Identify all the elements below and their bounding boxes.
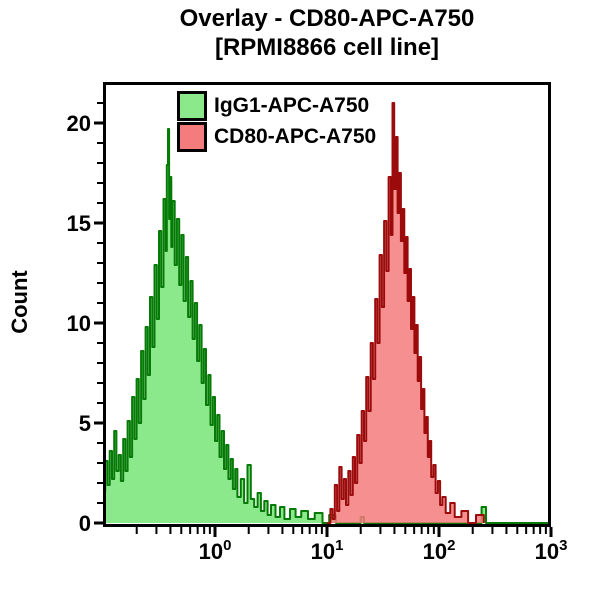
y-axis-title: Count <box>7 270 32 334</box>
x-axis-labels: 100 101 102 103 <box>199 537 568 564</box>
series-outline-1 <box>327 102 485 524</box>
chart-title: Overlay - CD80-APC-A750 [RPMI8866 cell l… <box>27 4 600 62</box>
y-axis-labels: 0 5 10 15 20 <box>67 111 91 536</box>
x-tick-label: 102 <box>423 537 456 564</box>
x-axis-ticks <box>135 527 553 537</box>
plot-frame <box>103 82 551 527</box>
chart-title-line2: [RPMI8866 cell line] <box>214 34 440 61</box>
legend-item-cd80: CD80-APC-A750 <box>177 122 376 152</box>
series-fill-0 <box>104 129 550 523</box>
x-tick-label: 103 <box>535 537 568 564</box>
legend-swatch-cd80-icon <box>177 122 207 152</box>
legend-item-igg1: IgG1-APC-A750 <box>177 91 376 121</box>
x-tick-label: 100 <box>199 537 232 564</box>
x-tick-label: 101 <box>311 537 344 564</box>
legend-swatch-igg1-icon <box>177 91 207 121</box>
histogram-series <box>104 102 550 524</box>
series-fill-1 <box>327 103 484 523</box>
legend: IgG1-APC-A750 CD80-APC-A750 <box>177 91 376 153</box>
y-tick-label: 10 <box>67 311 91 336</box>
series-outline-0 <box>104 128 550 524</box>
legend-label-cd80: CD80-APC-A750 <box>214 125 377 148</box>
y-tick-label: 5 <box>79 411 91 436</box>
y-tick-label: 0 <box>79 511 91 536</box>
y-axis-ticks <box>94 102 103 525</box>
y-tick-label: 15 <box>67 211 91 236</box>
chart-title-line1: Overlay - CD80-APC-A750 <box>179 5 475 32</box>
y-tick-label: 20 <box>67 111 91 136</box>
legend-label-igg1: IgG1-APC-A750 <box>214 94 370 117</box>
